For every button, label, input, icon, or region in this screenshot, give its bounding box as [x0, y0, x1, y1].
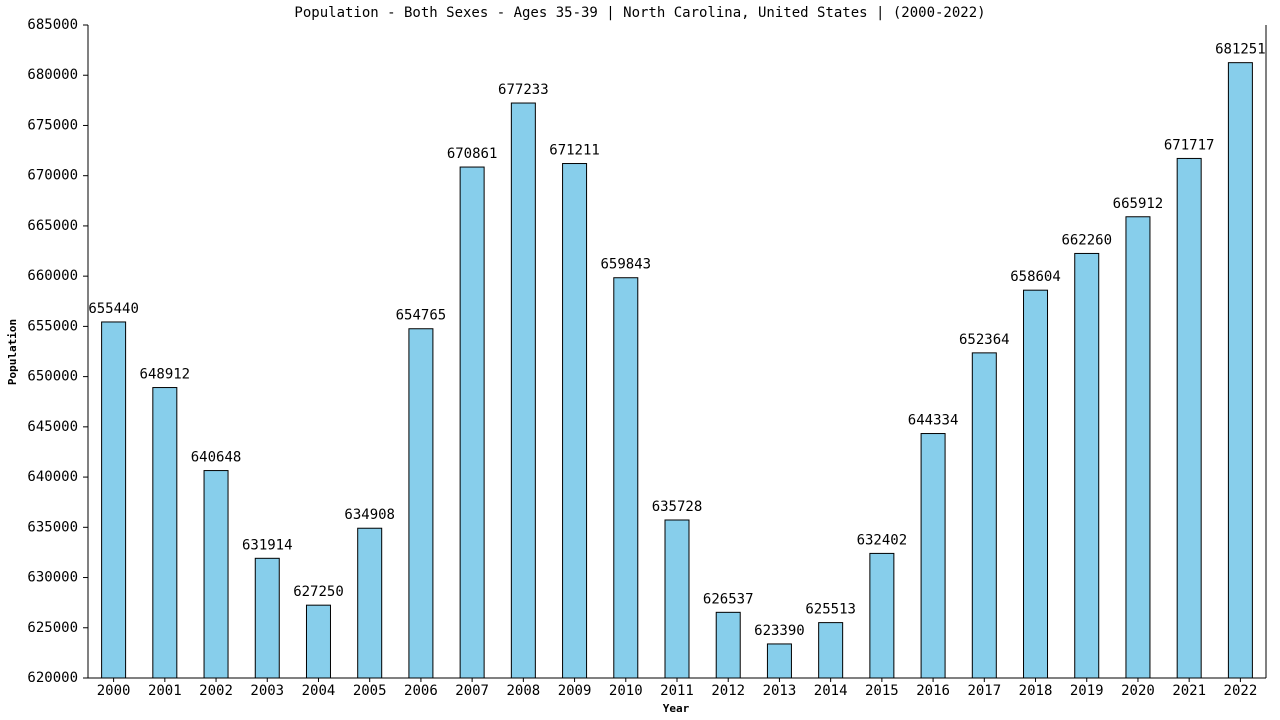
- bar: [920, 433, 946, 679]
- x-tick-label: 2022: [1224, 683, 1258, 699]
- x-tick-label: 2016: [916, 683, 950, 699]
- x-tick-label: 2010: [609, 683, 643, 699]
- bar: [152, 387, 178, 679]
- bar: [562, 163, 588, 679]
- x-tick-label: 2008: [506, 683, 540, 699]
- bar: [664, 519, 690, 679]
- y-tick-label: 655000: [27, 318, 78, 334]
- value-label: 634908: [344, 507, 395, 523]
- y-tick-label: 680000: [27, 67, 78, 83]
- bar: [254, 557, 280, 679]
- y-tick-label: 665000: [27, 218, 78, 234]
- value-label: 671717: [1164, 137, 1215, 153]
- value-label: 632402: [857, 532, 908, 548]
- bar: [1125, 216, 1151, 679]
- bar: [766, 643, 792, 679]
- bar: [1074, 252, 1100, 679]
- bar: [613, 277, 639, 679]
- value-label: 658604: [1010, 269, 1061, 285]
- x-tick-label: 2013: [763, 683, 797, 699]
- x-tick-label: 2005: [353, 683, 387, 699]
- y-tick-label: 645000: [27, 419, 78, 435]
- value-label: 670861: [447, 146, 498, 162]
- bar: [408, 328, 434, 679]
- bar: [715, 611, 741, 679]
- x-tick-label: 2012: [711, 683, 745, 699]
- y-tick-label: 685000: [27, 17, 78, 33]
- value-label: 627250: [293, 584, 344, 600]
- value-label: 640648: [191, 450, 242, 466]
- x-tick-label: 2014: [814, 683, 848, 699]
- value-label: 623390: [754, 623, 805, 639]
- y-tick-label: 640000: [27, 469, 78, 485]
- x-tick-label: 2009: [558, 683, 592, 699]
- value-label: 677233: [498, 82, 549, 98]
- bar: [459, 166, 485, 679]
- y-tick-label: 675000: [27, 117, 78, 133]
- x-tick-label: 2011: [660, 683, 694, 699]
- x-tick-label: 2001: [148, 683, 182, 699]
- bar: [305, 604, 331, 679]
- value-label: 652364: [959, 332, 1010, 348]
- x-tick-label: 2020: [1121, 683, 1155, 699]
- bar: [818, 622, 844, 679]
- bar: [1023, 289, 1049, 679]
- bar: [510, 102, 536, 679]
- bar: [971, 352, 997, 679]
- y-tick-label: 635000: [27, 519, 78, 535]
- value-label: 635728: [652, 499, 703, 515]
- y-tick-label: 650000: [27, 369, 78, 385]
- value-label: 655440: [88, 301, 139, 317]
- bar: [1176, 157, 1202, 679]
- x-axis-label: Year: [663, 702, 690, 715]
- y-tick-label: 660000: [27, 268, 78, 284]
- bar: [1227, 62, 1253, 679]
- value-label: 662260: [1061, 232, 1112, 248]
- x-tick-label: 2006: [404, 683, 438, 699]
- y-tick-label: 630000: [27, 570, 78, 586]
- y-tick-label: 620000: [27, 670, 78, 686]
- bar: [869, 552, 895, 679]
- x-tick-label: 2003: [250, 683, 284, 699]
- value-label: 625513: [805, 602, 856, 618]
- value-label: 671211: [549, 143, 600, 159]
- value-label: 681251: [1215, 42, 1266, 58]
- bar: [357, 527, 383, 679]
- value-label: 648912: [140, 367, 191, 383]
- value-label: 654765: [396, 308, 447, 324]
- y-axis-label: Population: [6, 319, 19, 385]
- x-tick-label: 2021: [1172, 683, 1206, 699]
- y-tick-label: 625000: [27, 620, 78, 636]
- x-tick-label: 2007: [455, 683, 489, 699]
- value-label: 644334: [908, 413, 959, 429]
- value-label: 626537: [703, 591, 754, 607]
- x-tick-label: 2018: [1019, 683, 1053, 699]
- value-label: 659843: [600, 257, 651, 273]
- x-tick-label: 2017: [967, 683, 1001, 699]
- x-tick-label: 2000: [97, 683, 131, 699]
- y-tick-label: 670000: [27, 168, 78, 184]
- value-label: 665912: [1113, 196, 1164, 212]
- bar: [203, 470, 229, 679]
- value-label: 631914: [242, 537, 293, 553]
- x-tick-label: 2002: [199, 683, 233, 699]
- x-tick-label: 2004: [302, 683, 336, 699]
- bar: [101, 321, 127, 679]
- x-tick-label: 2019: [1070, 683, 1104, 699]
- chart-title: Population - Both Sexes - Ages 35-39 | N…: [294, 5, 985, 21]
- x-tick-label: 2015: [865, 683, 899, 699]
